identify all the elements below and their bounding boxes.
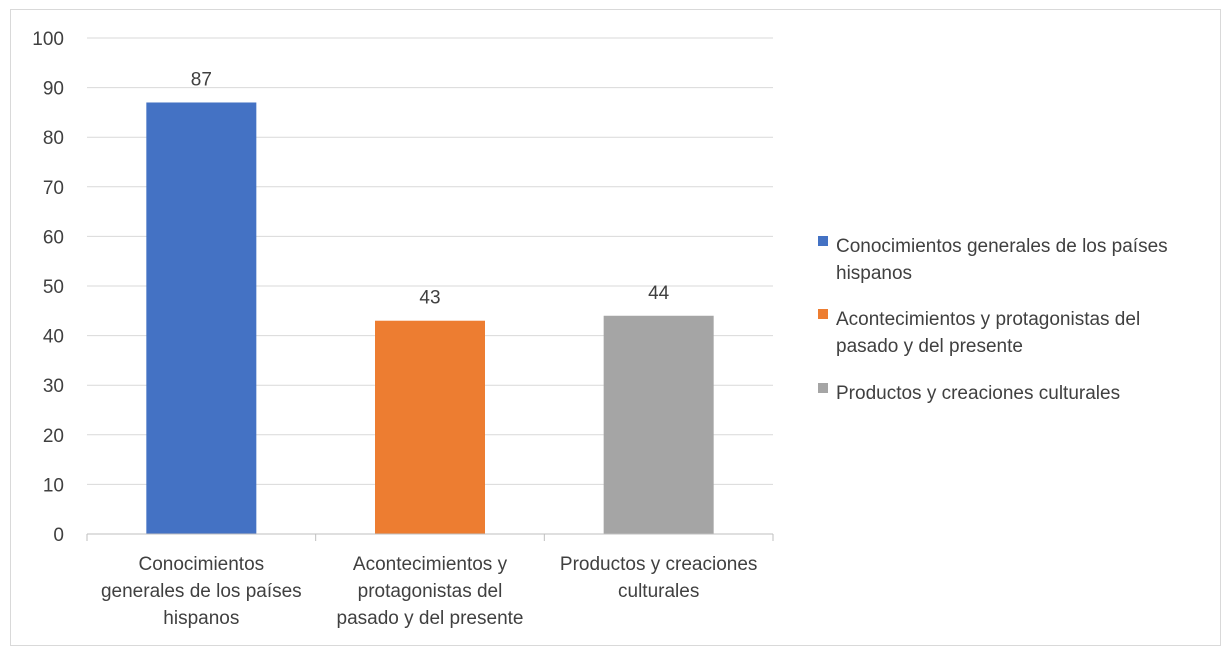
x-axis: Conocimientos generales de los países hisp… [86,533,774,629]
x-category-label: pasado y del presente [337,608,524,629]
x-category-label: Conocimientos [138,554,264,575]
y-axis-ticks: 0 10 20 30 40 50 60 70 80 90 100 [32,29,64,546]
legend-label: Productos y creaciones culturales [836,383,1120,404]
y-tick-label: 50 [43,277,64,298]
legend: Conocimientos generales de los países his… [818,236,1168,404]
x-category-label: culturales [618,581,699,602]
bar [375,320,485,534]
legend-swatch [818,309,828,319]
legend-label: Acontecimientos y protagonistas del [836,309,1140,330]
data-label: 87 [191,69,212,90]
y-tick-label: 60 [43,227,64,248]
y-tick-label: 0 [53,525,64,546]
x-category-label: hispanos [163,608,239,629]
y-tick-label: 90 [43,79,64,100]
x-category-label: Acontecimientos y [353,554,508,575]
bars [146,102,714,534]
y-tick-label: 70 [43,178,64,199]
legend-swatch [818,383,828,393]
legend-label: hispanos [836,263,912,284]
legend-label: pasado y del presente [836,336,1023,357]
y-tick-label: 80 [43,128,64,149]
legend-swatch [818,236,828,246]
y-tick-label: 20 [43,426,64,447]
y-tick-label: 40 [43,327,64,348]
y-tick-label: 10 [43,475,64,496]
y-tick-label: 100 [32,29,64,50]
data-label: 44 [648,283,670,304]
x-category-label: Productos y creaciones [560,554,758,575]
bar [603,315,714,534]
data-labels: 87 43 44 [191,69,670,308]
y-tick-label: 30 [43,376,64,397]
legend-label: Conocimientos generales de los países [836,236,1168,257]
data-label: 43 [419,288,440,309]
x-category-label: generales de los países [101,581,302,602]
bar [146,102,257,534]
x-category-label: protagonistas del [358,581,503,602]
